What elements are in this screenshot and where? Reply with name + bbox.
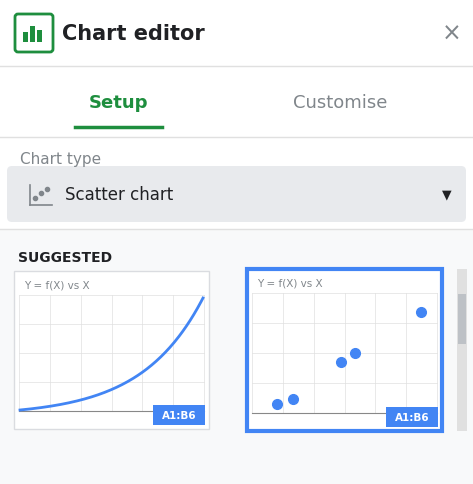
Text: Chart editor: Chart editor bbox=[62, 24, 205, 44]
Bar bbox=[0, 229, 473, 484]
Text: A1:B6: A1:B6 bbox=[394, 412, 429, 422]
Text: Y = f(X) vs X: Y = f(X) vs X bbox=[257, 278, 323, 288]
Text: Scatter chart: Scatter chart bbox=[65, 186, 173, 204]
Text: ×: × bbox=[442, 22, 462, 46]
Text: Y = f(X) vs X: Y = f(X) vs X bbox=[24, 280, 89, 290]
FancyBboxPatch shape bbox=[15, 15, 53, 53]
Bar bbox=[23, 33, 28, 43]
Bar bbox=[37, 31, 42, 43]
Text: Chart type: Chart type bbox=[20, 152, 101, 167]
FancyBboxPatch shape bbox=[247, 270, 442, 431]
Bar bbox=[458, 294, 466, 344]
Text: ▼: ▼ bbox=[442, 188, 452, 201]
Bar bbox=[153, 405, 205, 425]
Text: SUGGESTED: SUGGESTED bbox=[18, 251, 112, 264]
FancyBboxPatch shape bbox=[14, 272, 209, 429]
Text: Setup: Setup bbox=[88, 94, 148, 112]
Bar bbox=[386, 407, 438, 427]
Text: A1:B6: A1:B6 bbox=[162, 410, 196, 420]
Bar bbox=[30, 27, 35, 43]
Bar bbox=[457, 270, 467, 431]
Bar bbox=[0, 0, 473, 68]
Text: Customise: Customise bbox=[293, 94, 387, 112]
FancyBboxPatch shape bbox=[7, 166, 466, 223]
